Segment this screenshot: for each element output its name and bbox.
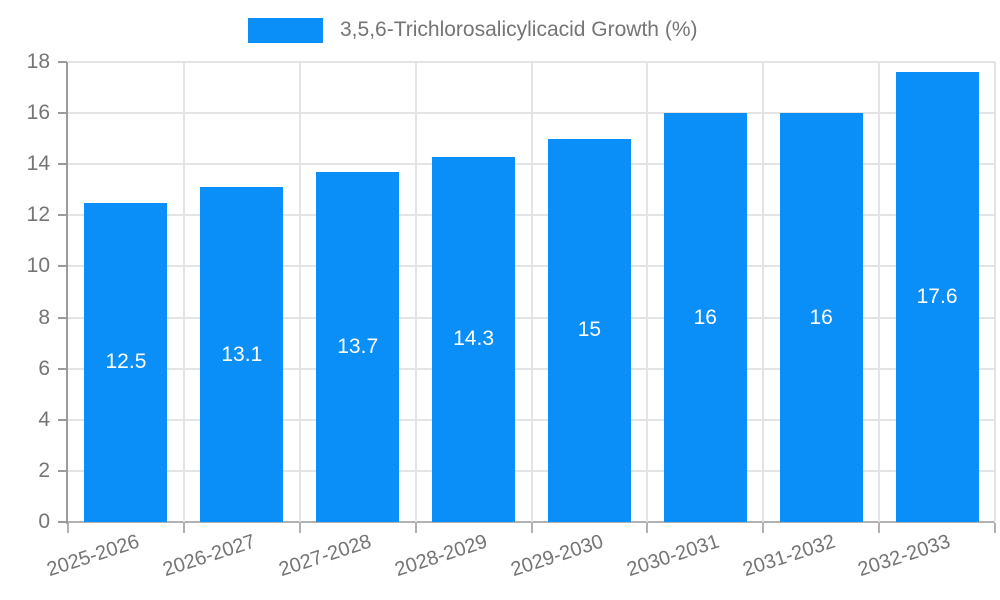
y-tick-label: 4: [38, 407, 50, 431]
bar-value-label: 15: [577, 318, 602, 342]
y-tick-label: 8: [38, 305, 50, 329]
x-tick-label: 2028-2029: [392, 530, 490, 582]
y-axis-tick: [58, 367, 67, 370]
bar-value-label: 17.6: [916, 285, 958, 309]
y-tick-label: 14: [26, 152, 50, 176]
y-axis-line: [66, 62, 68, 524]
x-tick-label: 2030-2031: [623, 530, 722, 582]
legend-color-swatch: [248, 17, 323, 43]
x-gridline: [530, 62, 533, 522]
x-gridline: [414, 62, 417, 522]
y-tick-label: 10: [26, 254, 50, 278]
bar[interactable]: 13.7: [316, 171, 400, 522]
bar[interactable]: 16: [779, 113, 863, 522]
x-gridline: [994, 62, 996, 522]
y-axis-tick: [58, 316, 67, 319]
bar-value-label: 13.7: [337, 334, 379, 358]
y-axis-tick: [58, 61, 67, 63]
x-axis-tick: [67, 523, 69, 533]
bar-value-label: 13.1: [221, 342, 263, 366]
bar-value-label: 16: [809, 305, 833, 329]
y-axis-tick: [58, 469, 67, 472]
bar[interactable]: 13.1: [200, 187, 284, 522]
x-gridline: [878, 62, 881, 522]
x-tick-label: 2031-2032: [739, 530, 838, 582]
y-axis-tick: [58, 265, 67, 268]
y-axis-tick: [58, 521, 67, 523]
x-axis-tick: [646, 523, 649, 533]
x-tick-label: 2026-2027: [160, 530, 259, 582]
bar-value-label: 16: [693, 305, 717, 329]
y-axis-tick: [58, 163, 67, 166]
y-tick-label: 2: [38, 458, 50, 482]
x-axis-tick: [414, 523, 417, 533]
bar[interactable]: 17.6: [895, 72, 979, 522]
bar-value-label: 12.5: [105, 350, 147, 374]
chart-legend: 3,5,6-Trichlorosalicylicacid Growth (%): [248, 15, 697, 45]
x-axis-tick: [530, 523, 533, 533]
bar[interactable]: 15: [547, 138, 631, 522]
y-tick-label: 16: [26, 101, 50, 125]
y-axis-tick: [58, 112, 67, 115]
x-gridline: [182, 62, 185, 522]
x-tick-label: 2025-2026: [44, 530, 143, 582]
x-gridline: [298, 62, 301, 522]
x-tick-label: 2027-2028: [276, 530, 375, 582]
x-tick-label: 2032-2033: [855, 530, 954, 582]
x-gridline: [762, 62, 765, 522]
x-axis-tick: [878, 523, 881, 533]
y-tick-label: 18: [26, 50, 50, 73]
legend-series-label: 3,5,6-Trichlorosalicylicacid Growth (%): [340, 18, 698, 41]
y-axis-tick: [58, 418, 67, 421]
bar[interactable]: 14.3: [432, 156, 516, 522]
y-axis-tick: [58, 214, 67, 217]
y-tick-label: 6: [38, 356, 50, 380]
x-axis-tick: [762, 523, 765, 533]
bar[interactable]: 12.5: [84, 202, 168, 522]
y-gridline: [68, 521, 995, 523]
x-gridline: [646, 62, 649, 522]
bar[interactable]: 16: [663, 113, 747, 522]
y-tick-label: 12: [26, 203, 50, 227]
x-axis-tick: [182, 523, 185, 533]
y-tick-label: 0: [38, 510, 50, 533]
x-axis-tick: [994, 523, 996, 533]
x-tick-label: 2029-2030: [508, 530, 606, 582]
x-axis-tick: [298, 523, 301, 533]
bar-value-label: 14.3: [453, 327, 494, 351]
